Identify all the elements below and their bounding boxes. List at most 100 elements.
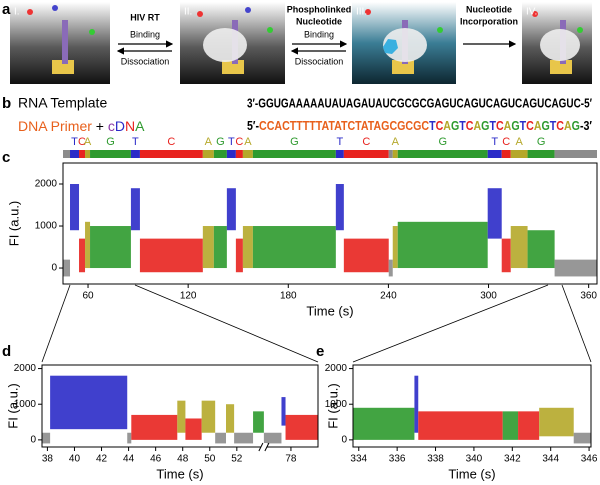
trace-segment (201, 400, 216, 433)
trace-segment (539, 407, 574, 437)
base-label: T (132, 136, 139, 148)
trace-segment (185, 418, 202, 440)
x-tick-label: 52 (231, 454, 243, 465)
step-label: IV. (526, 7, 537, 18)
y-tick-label: 1000 (325, 399, 348, 410)
base-label: A (515, 136, 523, 148)
sequence-bar (392, 150, 398, 158)
trace-segment (70, 184, 80, 231)
y-tick-label: 2000 (325, 363, 348, 374)
sequence-bar (85, 150, 91, 158)
sequence-part: A (135, 118, 145, 134)
x-tick-label: 48 (177, 454, 189, 465)
sequence-bar (139, 150, 203, 158)
trace-segment (130, 188, 140, 231)
step-label: III. (356, 7, 367, 18)
trace-segment (518, 411, 540, 440)
y-tick-label: 1000 (35, 221, 58, 232)
y-tick-label: 2000 (35, 179, 58, 190)
trace-segment (42, 432, 51, 444)
arrow-title: Nucleotide (296, 16, 342, 26)
sequence-part: T (459, 118, 466, 133)
trace-segment (215, 432, 226, 444)
base-label: C (78, 136, 86, 148)
base-label: G (537, 136, 546, 148)
trace-segment (510, 226, 528, 269)
trace-segment (392, 226, 398, 269)
base-label: T (71, 136, 78, 148)
sequence-bar (130, 150, 140, 158)
trace-segment (281, 397, 286, 426)
sequence-part: G (481, 118, 489, 133)
y-axis-title: FI (a.u.) (6, 201, 21, 247)
sequence-bar (213, 150, 227, 158)
x-tick-label: 334 (350, 454, 367, 465)
sequence-bar (487, 150, 502, 158)
arrow-forward: Binding (304, 29, 334, 39)
sequence-bar (527, 150, 555, 158)
arrow-title: Incorporation (460, 16, 518, 26)
sequence-part: DNA Primer (18, 118, 92, 134)
x-tick-label: 180 (280, 291, 297, 302)
dna-label: DNA Primer + cDNA (18, 118, 145, 134)
trace-segment (343, 238, 389, 273)
base-label: C (167, 136, 175, 148)
trace-segment (253, 411, 264, 433)
trace-segment (501, 238, 511, 273)
base-label: T (491, 136, 498, 148)
trace-segment (397, 221, 488, 269)
trace-segment (335, 184, 344, 231)
sequence-part: T (489, 118, 496, 133)
y-tick-label: 0 (51, 263, 57, 274)
sequence-bar (79, 150, 86, 158)
sequence-bar (335, 150, 344, 158)
dna-sequence: 5′-CCACTTTTTATATCTATAGCGCGCTCAGTCAGTCAGT… (247, 118, 592, 133)
sequence-bar (242, 150, 253, 158)
y-tick-label: 0 (341, 435, 347, 446)
chart: 38 40 42 44 46 48 50 52 78 0 1000 2000 Time (s) FI (a… (5, 363, 319, 481)
arrow-title: HIV RT (130, 12, 160, 22)
trace-segment (285, 414, 318, 440)
sequence-part: A (504, 118, 512, 133)
x-tick-label: 300 (480, 291, 497, 302)
arrow-title: Nucleotide (466, 4, 512, 14)
x-tick-label: 120 (180, 291, 197, 302)
base-label: A (392, 136, 400, 148)
sequence-part: G (572, 118, 580, 133)
panel-label: d (2, 343, 11, 360)
chart: 334 336 338 340 342 344 346 0 1000 2000 Time (s) FI… (325, 363, 598, 481)
trace-segment (353, 407, 415, 440)
sequence-part: A (443, 118, 451, 133)
trace-segment (388, 259, 393, 277)
plot-frame (62, 162, 598, 285)
sequence-bar (510, 150, 528, 158)
axis-break (264, 442, 270, 452)
sequence-bar (63, 150, 71, 158)
sequence-part: A (564, 118, 572, 133)
step-label: I. (14, 7, 20, 18)
x-tick-label: 340 (466, 454, 483, 465)
base-label: A (84, 136, 92, 148)
sequence-part: D (115, 118, 125, 134)
trace-segment (131, 414, 178, 440)
sequence-part: G (542, 118, 550, 133)
sequence-bar (343, 150, 389, 158)
x-tick-label: 240 (380, 291, 397, 302)
trace-segment (263, 432, 282, 444)
sequence-part: C (436, 118, 444, 133)
axis-break-gap (260, 443, 267, 451)
sequence-part: N (125, 118, 135, 134)
arrow-forward: Binding (130, 29, 160, 39)
step-label: II. (184, 7, 192, 18)
sequence-part: A (534, 118, 542, 133)
panel-label: e (316, 343, 324, 360)
zoom-connector (41, 284, 592, 363)
trace-segment (226, 404, 235, 433)
sequence-part: c (108, 118, 115, 134)
trace-segment (90, 226, 131, 269)
sequence-part: C (556, 118, 564, 133)
trace-segment (502, 411, 519, 440)
trace-segment (79, 238, 86, 273)
sequence-bar (235, 150, 243, 158)
base-label: G (216, 136, 225, 148)
